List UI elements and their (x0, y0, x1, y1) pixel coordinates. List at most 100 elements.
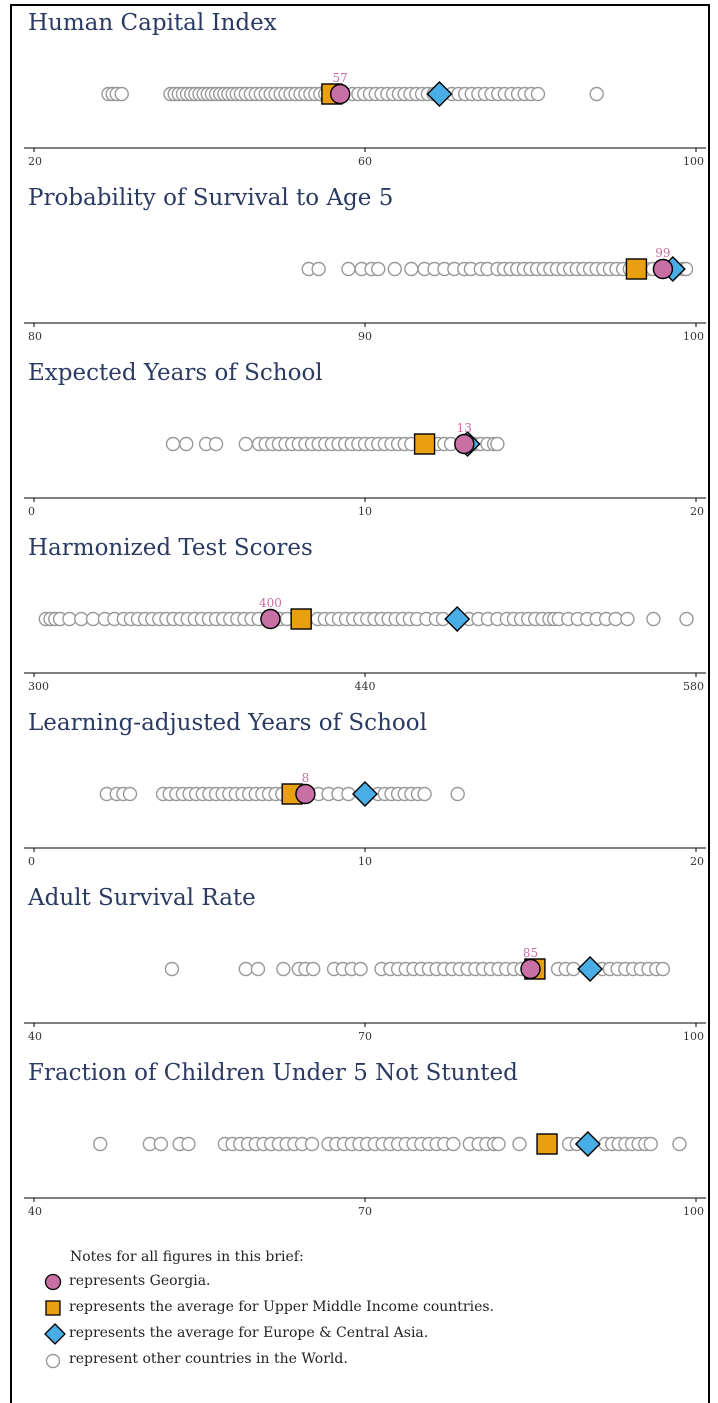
other-country-point (620, 611, 635, 627)
chart-title: Learning-adjusted Years of School (28, 710, 427, 736)
other-country-point (646, 611, 661, 627)
x-tick-label: 70 (358, 1030, 372, 1043)
other-country-point (164, 961, 180, 977)
other-country-point (446, 1136, 461, 1152)
chart-title: Probability of Survival to Age 5 (28, 185, 394, 211)
umic-marker-icon (45, 1300, 61, 1316)
other-country-point (417, 786, 432, 802)
georgia-point (295, 783, 316, 805)
georgia-value-label: 400 (259, 596, 282, 610)
other-country-marker-icon (45, 1353, 61, 1369)
other-country-point (491, 1136, 506, 1152)
other-country-point (404, 261, 419, 277)
other-country-point (181, 1136, 196, 1152)
georgia-value-label: 85 (523, 946, 538, 960)
other-country-point (450, 786, 465, 802)
x-tick-label: 60 (358, 155, 372, 168)
other-country-point (165, 436, 181, 452)
chart-title: Human Capital Index (28, 10, 277, 36)
chart-panel: Human Capital Index 20 60 100 57 (0, 10, 718, 185)
chart-title: Adult Survival Rate (28, 885, 256, 911)
chart-panel: Fraction of Children Under 5 Not Stunted… (0, 1060, 718, 1235)
x-tick-label: 10 (358, 505, 372, 518)
other-country-point (85, 611, 101, 627)
other-country-point (208, 436, 224, 452)
other-country-point (250, 961, 266, 977)
georgia-value-label: 99 (655, 246, 670, 260)
x-tick-label: 20 (28, 155, 42, 168)
x-tick-label: 100 (683, 330, 704, 343)
chart-svg: 300 440 580 400 (24, 596, 706, 693)
chart-title: Expected Years of School (28, 360, 323, 386)
figure-frame (10, 4, 710, 1403)
x-tick-label: 20 (690, 855, 704, 868)
other-country-point (179, 436, 194, 452)
other-country-point (114, 86, 129, 102)
georgia-value-label: 57 (333, 71, 348, 85)
other-country-point (122, 786, 138, 802)
other-country-point (305, 961, 321, 977)
georgia-point (520, 958, 541, 980)
eca-average-point (577, 956, 604, 982)
georgia-marker-icon (44, 1273, 62, 1291)
x-tick-label: 0 (28, 505, 35, 518)
x-tick-label: 70 (358, 1205, 372, 1218)
umic-average-point (413, 433, 436, 455)
other-country-point (74, 611, 89, 627)
other-country-point (512, 1136, 527, 1152)
x-tick-label: 100 (683, 1030, 704, 1043)
georgia-value-label: 8 (302, 771, 310, 785)
other-country-point (672, 1136, 687, 1152)
umic-average-point (290, 608, 312, 630)
other-country-point (353, 961, 368, 977)
x-tick-label: 80 (28, 330, 42, 343)
legend-umic-label: represents the average for Upper Middle … (69, 1299, 495, 1315)
chart-panel: Expected Years of School 0 10 20 13 (0, 360, 718, 535)
other-country-point (655, 961, 671, 977)
x-tick-label: 90 (358, 330, 372, 343)
umic-average-point (625, 258, 648, 280)
other-country-point (589, 86, 604, 102)
chart-svg: 80 90 100 99 (24, 246, 706, 343)
other-country-point (238, 961, 254, 977)
x-tick-label: 40 (28, 1030, 42, 1043)
umic-average-point (536, 1133, 558, 1155)
legend-eca-label: represents the average for Europe & Cent… (69, 1325, 429, 1341)
other-country-point (371, 261, 386, 277)
chart-svg: 40 70 100 85 (24, 946, 706, 1043)
legend-other-label: represent other countries in the World. (69, 1351, 348, 1367)
eca-average-point (426, 81, 453, 107)
chart-svg: 0 10 20 13 (24, 421, 706, 518)
eca-average-point (444, 606, 471, 632)
eca-average-point (352, 781, 378, 807)
x-tick-label: 20 (690, 505, 704, 518)
legend-georgia-label: represents Georgia. (69, 1273, 211, 1289)
eca-average-point (574, 1131, 601, 1157)
x-tick-label: 100 (683, 155, 704, 168)
other-country-point (341, 261, 356, 277)
other-country-point (92, 1136, 108, 1152)
other-country-point (530, 86, 546, 102)
georgia-point (652, 258, 674, 280)
other-country-point (643, 1136, 658, 1152)
other-country-point (311, 261, 326, 277)
chart-svg: 20 60 100 57 (24, 71, 706, 168)
other-country-point (490, 436, 505, 452)
chart-svg: 0 10 20 8 (24, 771, 706, 868)
other-country-point (238, 436, 254, 452)
eca-marker-icon (44, 1323, 66, 1345)
legend-title: Notes for all figures in this brief: (70, 1249, 304, 1265)
chart-panel: Adult Survival Rate 40 70 100 85 (0, 885, 718, 1060)
other-country-point (608, 611, 623, 627)
other-country-point (679, 611, 694, 627)
x-tick-label: 0 (28, 855, 35, 868)
chart-title: Fraction of Children Under 5 Not Stunted (28, 1060, 518, 1086)
other-country-point (153, 1136, 169, 1152)
chart-svg: 40 70 100 (24, 1131, 706, 1218)
other-country-point (62, 611, 77, 627)
chart-panel: Learning-adjusted Years of School 0 10 20 8 (0, 710, 718, 885)
chart-panel: Harmonized Test Scores 300 440 580 400 (0, 535, 718, 710)
x-tick-label: 300 (28, 680, 49, 693)
x-tick-label: 580 (683, 680, 704, 693)
georgia-point (260, 608, 281, 630)
